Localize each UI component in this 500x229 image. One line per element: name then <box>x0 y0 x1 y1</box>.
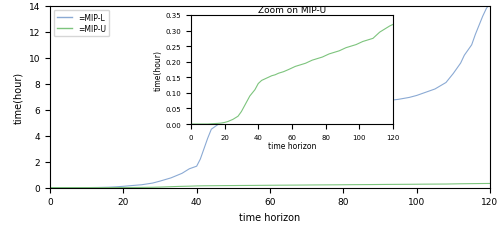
X-axis label: time horizon: time horizon <box>240 212 300 222</box>
Legend: =MIP-L, =MIP-U: =MIP-L, =MIP-U <box>54 11 110 37</box>
Y-axis label: time(hour): time(hour) <box>13 71 23 123</box>
